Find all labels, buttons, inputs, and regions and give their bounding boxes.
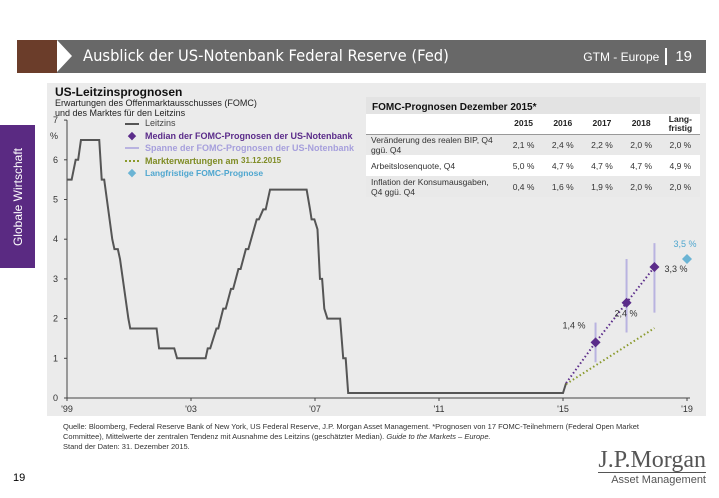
longrun-marker [682,254,692,265]
leitzins-line [67,138,568,395]
row-label: Veränderung des realen BIP, Q4 ggü. Q4 [366,134,504,155]
y-tick-label: 3 [53,274,58,284]
data-date: Stand der Daten: 31. Dezember 2015. [63,442,190,451]
median-label: 2,4 % [615,309,638,319]
logo-subtext: Asset Management [611,474,706,486]
cell: 2,0 % [660,134,700,155]
source-text: Quelle: Bloomberg, Federal Reserve Bank … [63,422,639,441]
fomc-table: FOMC-Prognosen Dezember 2015* 2015 2016 20… [366,97,700,197]
diamond-icon: ◆ [127,167,137,179]
legend-range: Spanne der FOMC-Prognosen der US-Notenba… [125,142,354,155]
cell: 2,2 % [582,134,622,155]
cell: 2,0 % [621,134,661,155]
x-tick-label: '15 [557,404,569,414]
y-unit-label: % [50,131,58,141]
legend-label: Leitzins [145,118,176,128]
source-note: Quelle: Bloomberg, Federal Reserve Bank … [63,422,663,452]
legend-longrun: ◆ Langfristige FOMC-Prognose [125,167,354,180]
legend-market: Markterwartungen am 31.12.2015 [125,155,354,168]
page-number: 19 [13,472,26,484]
y-tick-label: 4 [53,234,58,244]
col-header: 2018 [621,114,661,135]
median-marker [621,297,632,308]
legend-date: 31.12.2015 [241,155,282,165]
chart-subtitle: Erwartungen des Offenmarktausschusses (F… [55,98,257,118]
cell: 4,7 % [630,160,653,171]
table-row: Inflation der Konsumausgaben, Q4 ggü. Q4… [366,176,700,197]
cell: 2,0 % [660,176,700,197]
cell: 2,1 % [504,134,544,155]
section-label: GTM - Europe [583,50,660,64]
median-label: 3,3 % [664,264,687,274]
cell: 2,4 % [543,134,583,155]
median-trend-line [565,266,656,384]
jpmorgan-logo: J.P.Morgan Asset Management [598,448,706,486]
legend-label: Markterwartungen am [145,155,239,166]
x-tick-label: '07 [309,404,321,414]
legend-label: Spanne der FOMC-Prognosen der US-Notenba… [145,143,355,153]
legend-leitzins: Leitzins [125,117,354,130]
logo-text: J.P.Morgan [598,447,706,473]
longrun-label: 3,5 % [673,239,696,249]
x-tick-label: '03 [185,404,197,414]
x-tick-label: '19 [681,404,693,414]
cell: 2,0 % [621,176,661,197]
y-tick-label: 5 [53,195,58,205]
median-label: 1,4 % [563,320,586,330]
x-tick-label: '99 [61,404,73,414]
source-italic: Guide to the Markets – Europe. [386,432,491,441]
col-header: Lang- fristig [660,114,700,135]
market-expectation-line [565,327,655,385]
cell: 4,9 % [669,160,692,171]
table-row: Veränderung des realen BIP, Q4 ggü. Q4 2,… [366,134,700,155]
chart-title: US-Leitzinsprognosen [55,85,183,99]
legend: Leitzins ◆ Median der FOMC-Prognosen der … [125,117,354,180]
legend-label: Langfristige FOMC-Prognose [145,168,264,178]
sidebar-tab: Globale Wirtschaft [0,125,35,268]
cell: 1,9 % [582,176,622,197]
y-tick-label: 6 [53,155,58,165]
col-header: 2017 [582,114,622,135]
col-header: 2015 [504,114,544,135]
page-title: Ausblick der US-Notenbank Federal Reserv… [83,46,449,65]
y-tick-label: 2 [53,314,58,324]
table-title: FOMC-Prognosen Dezember 2015* [366,97,700,114]
median-marker [590,337,601,348]
header-bar: Ausblick der US-Notenbank Federal Reserv… [17,40,706,73]
y-tick-label: 0 [53,393,58,403]
x-tick-label: '11 [433,404,444,414]
legend-median: ◆ Median der FOMC-Prognosen der US-Notenb… [125,130,354,143]
col-header: 2016 [543,114,583,135]
row-label: Arbeitslosenquote, Q4 [371,160,456,171]
header-page-number: 19 [665,48,692,65]
median-marker [649,261,660,272]
row-label: Inflation der Konsumausgaben, Q4 ggü. Q4 [366,176,504,197]
diamond-icon: ◆ [127,129,137,142]
cell: 1,6 % [543,176,583,197]
cell: 4,7 % [551,160,574,171]
subtitle-line: und des Marktes für den Leitzins [55,108,186,118]
cell: 5,0 % [512,160,535,171]
legend-label: Median der FOMC-Prognosen der US-Notenba… [145,130,353,141]
y-tick-label: 1 [53,353,58,363]
subtitle-line: Erwartungen des Offenmarktausschusses (F… [55,98,257,108]
table-row: Arbeitslosenquote, Q4 5,0 % 4,7 % 4,7 % 4,7 … [366,155,700,176]
cell: 4,7 % [591,160,613,171]
cell: 0,4 % [504,176,544,197]
y-tick-label: 7 [53,115,58,125]
